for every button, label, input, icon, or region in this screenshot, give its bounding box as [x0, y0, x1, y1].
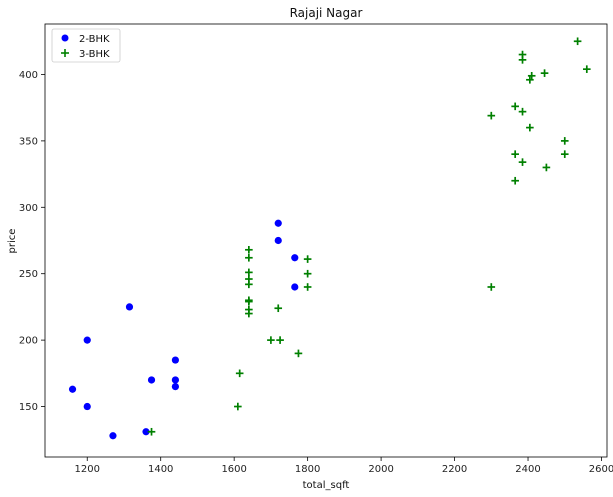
data-point-2bhk — [274, 219, 282, 227]
data-point-3bhk — [303, 283, 312, 291]
data-point-2bhk — [83, 336, 91, 344]
legend-marker-2bhk — [61, 34, 69, 42]
data-point-3bhk — [303, 255, 312, 263]
data-point-3bhk — [511, 102, 519, 111]
data-point-3bhk — [511, 176, 519, 185]
chart-title: Rajaji Nagar — [290, 6, 363, 20]
data-point-2bhk — [142, 428, 150, 436]
y-axis-label: price — [7, 229, 18, 254]
data-point-3bhk — [274, 304, 283, 313]
data-point-3bhk — [526, 75, 534, 84]
y-tick-label: 300 — [19, 203, 38, 214]
y-tick-label: 400 — [19, 70, 38, 81]
data-point-3bhk — [540, 69, 549, 77]
data-point-3bhk — [245, 297, 253, 306]
data-point-3bhk — [276, 336, 284, 344]
data-point-2bhk — [274, 236, 282, 245]
data-point-3bhk — [234, 402, 242, 411]
data-point-2bhk — [125, 303, 134, 311]
data-point-3bhk — [573, 37, 582, 46]
data-point-3bhk — [560, 137, 569, 145]
data-point-3bhk — [511, 150, 519, 158]
data-point-3bhk — [487, 111, 496, 120]
legend: 2-BHK 3-BHK — [51, 28, 121, 63]
y-tick-label: 250 — [19, 269, 38, 280]
data-point-3bhk — [245, 268, 253, 277]
y-tick-label: 350 — [19, 136, 38, 147]
data-point-2bhk — [171, 376, 179, 384]
legend-label-3bhk: 3-BHK — [79, 49, 110, 60]
data-point-2bhk — [171, 356, 179, 364]
data-point-2bhk — [291, 283, 299, 291]
data-point-3bhk — [518, 107, 527, 116]
data-point-3bhk — [245, 253, 253, 262]
data-point-3bhk — [518, 158, 527, 166]
data-point-3bhk — [526, 123, 534, 132]
data-point-2bhk — [171, 383, 179, 391]
data-point-3bhk — [245, 245, 253, 254]
data-point-3bhk — [487, 283, 496, 291]
legend-marker-3bhk — [61, 49, 69, 57]
data-point-3bhk — [245, 309, 253, 318]
x-tick-label: 1200 — [75, 464, 100, 475]
data-point-2bhk — [291, 254, 299, 262]
x-tick-label: 1400 — [148, 464, 173, 475]
legend-label-2bhk: 2-BHK — [79, 34, 110, 45]
data-point-2bhk — [147, 376, 156, 384]
x-tick-label: 1600 — [221, 464, 246, 475]
y-tick-label: 150 — [19, 402, 38, 413]
x-tick-label: 2200 — [442, 464, 467, 475]
data-point-3bhk — [245, 280, 253, 289]
x-axis-label: total_sqft — [303, 480, 350, 491]
data-point-3bhk — [147, 427, 156, 436]
data-point-2bhk — [68, 385, 77, 393]
data-point-3bhk — [527, 72, 536, 80]
data-point-2bhk — [83, 402, 91, 411]
y-tick-label: 200 — [19, 336, 38, 347]
x-tick-label: 1800 — [295, 464, 320, 475]
data-point-3bhk — [560, 150, 569, 158]
x-tick-label: 2000 — [368, 464, 393, 475]
x-tick-label: 2600 — [589, 464, 613, 475]
x-tick-label: 2400 — [515, 464, 540, 475]
plot-frame — [44, 23, 608, 458]
data-point-3bhk — [303, 269, 312, 278]
data-point-3bhk — [235, 369, 244, 378]
data-point-3bhk — [294, 349, 303, 358]
data-point-3bhk — [267, 336, 275, 344]
data-point-3bhk — [582, 65, 591, 73]
data-point-3bhk — [542, 163, 551, 172]
data-point-3bhk — [518, 56, 527, 64]
data-point-2bhk — [109, 432, 117, 440]
